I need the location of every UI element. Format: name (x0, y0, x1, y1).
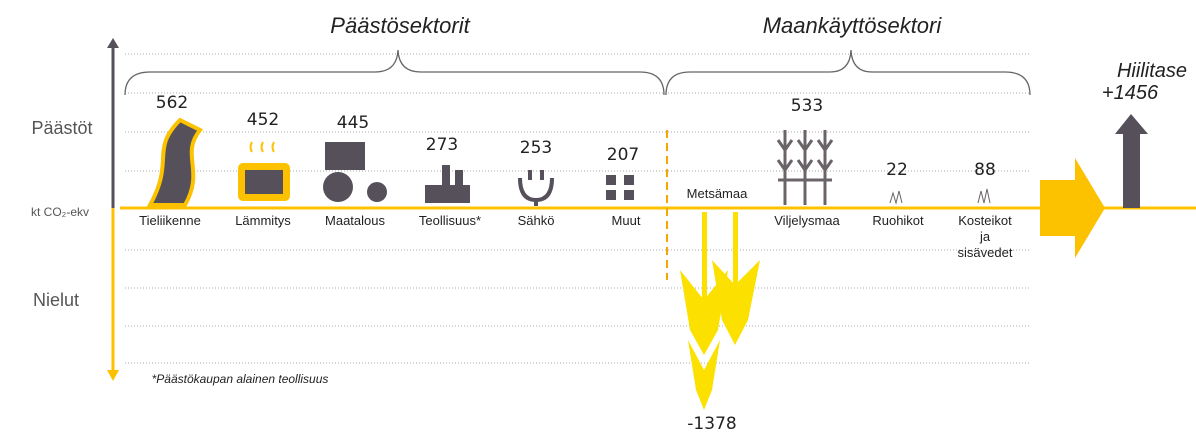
balance-head (1115, 114, 1148, 134)
land-label: Metsämaa (687, 186, 748, 201)
crop-icon (778, 130, 832, 205)
value: -1378 (687, 414, 736, 434)
heat-icon (251, 142, 275, 152)
axis-down-head (107, 370, 119, 381)
axis-label: Nielut (33, 290, 79, 311)
sector-label: Lämmitys (235, 213, 291, 228)
value: 452 (247, 110, 279, 130)
plug-icon (520, 170, 552, 206)
value: 445 (337, 113, 369, 133)
sector-label: Teollisuus* (419, 213, 481, 228)
balance-value: +1456 (1102, 82, 1158, 105)
wetland-icon (978, 189, 990, 203)
group-title: Päästösektorit (330, 13, 469, 39)
balance-label: Hiilitase (1117, 60, 1187, 83)
braces (125, 50, 1030, 95)
land-label: Viljelysmaa (774, 213, 840, 228)
grass-icon (890, 191, 902, 203)
value: 273 (426, 135, 458, 155)
value: 253 (520, 138, 552, 158)
infographic: Päästösektorit Maankäyttösektori Päästöt… (0, 0, 1196, 435)
balance-arrow (1040, 158, 1105, 258)
land-label: Ruohikot (872, 213, 923, 228)
tractor-icon (323, 142, 387, 202)
value: 88 (974, 160, 996, 180)
sector-label: Sähkö (518, 213, 555, 228)
sector-label: Tieliikenne (139, 213, 201, 228)
radiator-icon (245, 170, 283, 194)
land-label: Kosteikot ja sisävedet (953, 213, 1017, 261)
footnote: *Päästökaupan alainen teollisuus (152, 372, 329, 386)
sink-arrows (680, 212, 760, 410)
value: 533 (791, 96, 823, 116)
sector-label: Maatalous (325, 213, 385, 228)
value: 207 (607, 145, 639, 165)
axis-label: Päästöt (31, 118, 92, 139)
sector-label: Muut (612, 213, 641, 228)
unit-label: kt CO₂-ekv (31, 205, 89, 219)
value: 22 (886, 160, 908, 180)
value: 562 (156, 93, 188, 113)
balance-bar (1123, 132, 1140, 208)
axis-up-head (107, 38, 119, 48)
group-title: Maankäyttösektori (763, 13, 942, 39)
road-icon (150, 120, 200, 205)
misc-icons (606, 175, 634, 200)
